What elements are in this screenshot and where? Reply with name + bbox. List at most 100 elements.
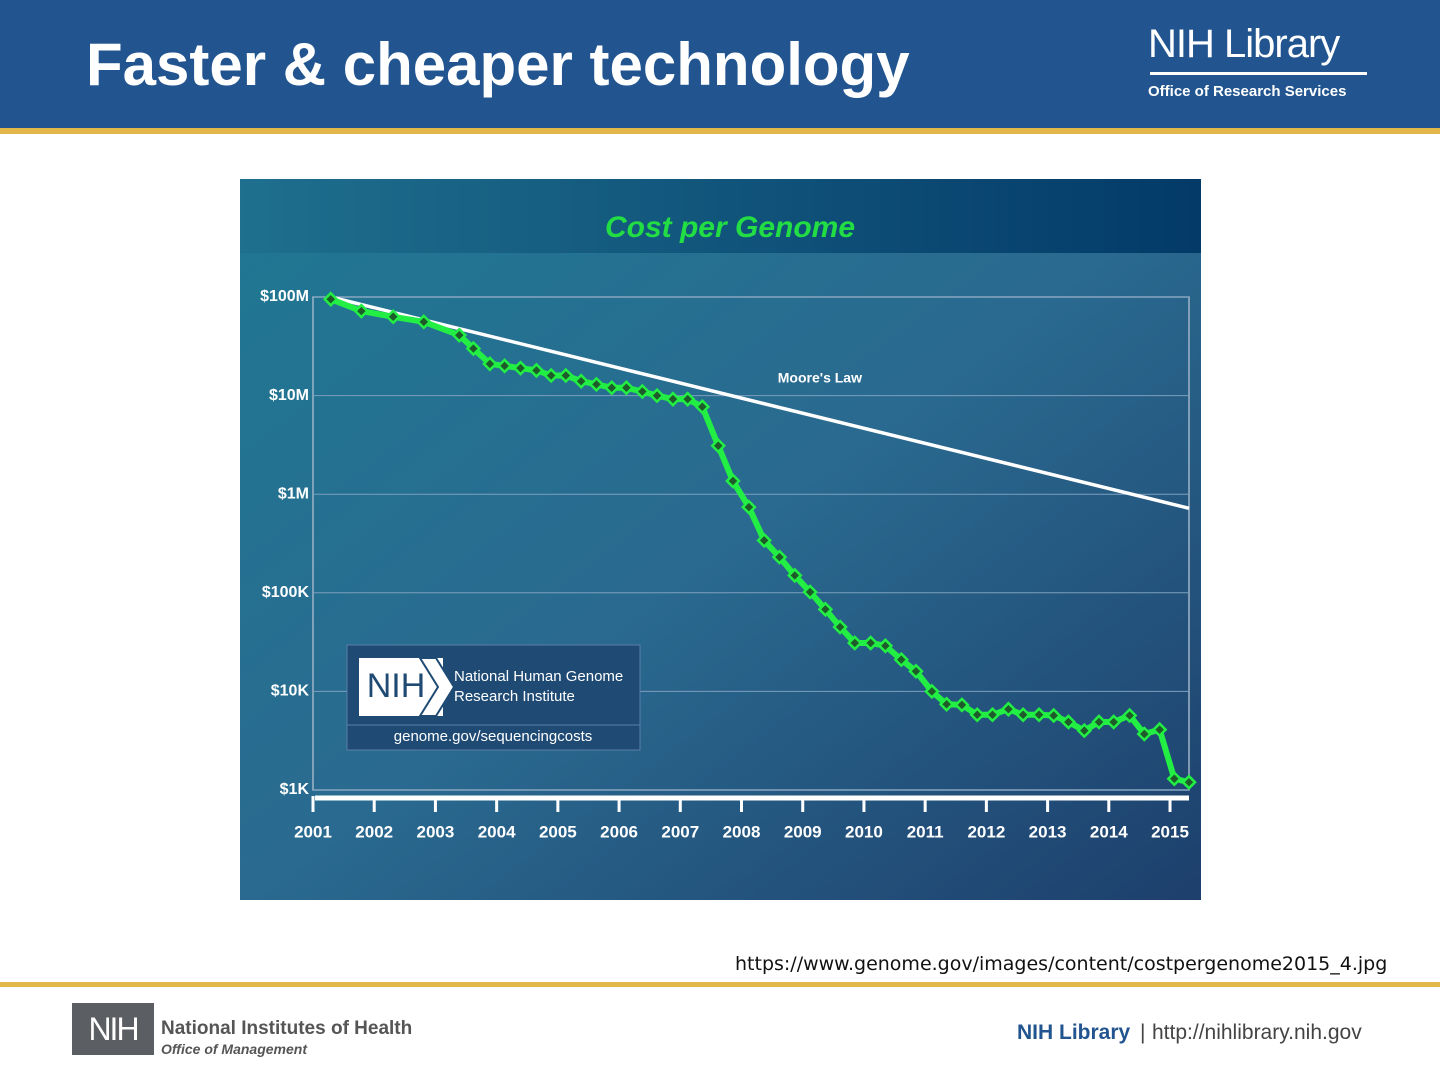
point — [465, 340, 482, 357]
chart-background — [240, 179, 1201, 900]
point — [649, 387, 665, 404]
y-tick-label: $1K — [280, 781, 310, 798]
x-tick-label: 2015 — [1151, 822, 1189, 841]
logo-mark: NIH — [367, 667, 426, 705]
chart-title: Cost per Genome — [605, 211, 855, 244]
point — [893, 651, 910, 668]
title-band — [240, 179, 1201, 253]
plot: $1K $10K $100K $1M $10M $100M 2001 2002 2003 2004… — [260, 288, 1197, 841]
point — [482, 356, 498, 372]
y-tick-label: $10K — [271, 683, 310, 700]
point — [694, 399, 711, 415]
x-tick-label: 2003 — [417, 822, 455, 841]
brand: NIH Library — [1148, 22, 1340, 66]
x-tick-label: 2010 — [845, 822, 883, 841]
brand-rule — [1150, 72, 1367, 75]
logo-name-box: National Human Genome Research Institute — [454, 668, 624, 705]
point — [877, 638, 894, 654]
footer-rule — [0, 982, 1440, 987]
footer-library: NIH Library — [1017, 1021, 1131, 1044]
point — [832, 619, 848, 635]
x-tick-label: 2013 — [1029, 822, 1067, 841]
point — [451, 327, 468, 343]
point — [938, 696, 955, 713]
point — [512, 360, 529, 376]
point — [862, 635, 879, 651]
nih-name: National Institutes of Health — [161, 1018, 413, 1039]
x-tick-label: 2004 — [478, 822, 516, 841]
y-tick-label: $10M — [269, 387, 309, 404]
point — [725, 473, 741, 489]
point — [771, 549, 788, 565]
point — [573, 373, 589, 389]
point — [954, 697, 970, 713]
logo-arrow — [418, 657, 456, 717]
source-url[interactable]: https://www.genome.gov/images/content/co… — [735, 953, 1388, 975]
x-tick-label: 2005 — [539, 822, 577, 841]
point — [756, 532, 772, 549]
brand-subtitle: Office of Research Services — [1148, 83, 1347, 100]
point — [385, 309, 401, 325]
series-line — [330, 295, 1190, 510]
y-tick-label: $100K — [262, 584, 310, 601]
point — [416, 314, 432, 330]
point — [1000, 701, 1017, 717]
point — [1181, 774, 1197, 790]
point — [1121, 707, 1138, 724]
point — [679, 391, 696, 407]
point — [1045, 707, 1062, 724]
point — [846, 635, 863, 651]
x-tick-label: 2001 — [294, 822, 332, 841]
point — [741, 499, 757, 515]
logo-url: genome.gov/sequencingcosts — [394, 728, 592, 745]
header-rule — [0, 128, 1440, 134]
footer-separator: | — [1140, 1021, 1146, 1044]
point — [618, 380, 635, 396]
y-tick-label: $100M — [260, 288, 309, 305]
point — [543, 367, 559, 384]
x-tick-label: 2011 — [907, 822, 944, 841]
x-tick-label: 2008 — [723, 822, 761, 841]
x-tick-label: 2007 — [661, 822, 699, 841]
point — [1091, 714, 1107, 730]
point — [908, 663, 924, 680]
point — [1166, 770, 1183, 787]
point — [1151, 721, 1168, 738]
nih-office: Office of Management — [161, 1041, 307, 1057]
nih-logo: NIH — [72, 1003, 154, 1055]
x-tick-label: 2012 — [967, 822, 1005, 841]
point — [1076, 722, 1093, 739]
point — [528, 362, 545, 379]
point — [496, 358, 513, 374]
point — [787, 567, 803, 584]
point — [603, 380, 620, 396]
point — [969, 706, 985, 723]
point — [924, 683, 940, 700]
point — [710, 437, 727, 454]
footer-site[interactable]: http://nihlibrary.nih.gov — [1152, 1021, 1362, 1044]
point — [984, 706, 1001, 723]
point — [817, 601, 834, 618]
point — [1136, 726, 1153, 742]
logo-name: National Human Genome Research Institute — [454, 668, 624, 705]
header-band — [0, 0, 1440, 128]
x-tick-label: 2014 — [1090, 822, 1128, 841]
x-tick-label: 2009 — [784, 822, 822, 841]
point — [665, 391, 681, 407]
point — [322, 291, 339, 307]
series-label: Moore's Law — [778, 369, 862, 385]
point — [1060, 714, 1077, 730]
point — [802, 584, 818, 600]
chart: Cost per Genome $1K $10K $100K $1M $10M $100M… — [240, 179, 1201, 900]
logo: NIH National Human Genome Research Insti… — [346, 644, 641, 751]
point — [1031, 706, 1047, 723]
x-tick-label: 2002 — [355, 822, 393, 841]
point — [1015, 706, 1031, 723]
y-tick-label: $1M — [278, 485, 309, 502]
x-tick-label: 2006 — [600, 822, 638, 841]
point — [588, 376, 605, 393]
point — [1105, 714, 1122, 730]
point — [558, 367, 574, 384]
slide-title: Faster & cheaper technology — [86, 31, 910, 98]
